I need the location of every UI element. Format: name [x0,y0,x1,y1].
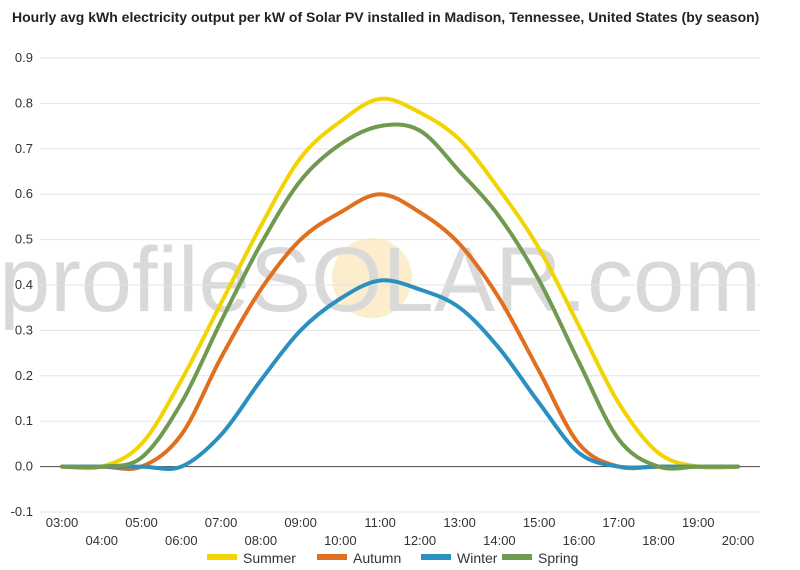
y-tick-label: 0.6 [15,186,33,201]
y-tick-label: 0.7 [15,141,33,156]
legend-swatch-spring [502,554,532,560]
legend-swatch-winter [421,554,451,560]
x-tick-label: 09:00 [284,515,317,530]
x-tick-label: 13:00 [443,515,476,530]
y-tick-label: 0.3 [15,322,33,337]
x-tick-label: 20:00 [722,533,755,548]
y-tick-label: 0.2 [15,368,33,383]
series-lines [60,96,740,471]
legend-label: Spring [538,550,578,566]
y-tick-label: 0.1 [15,413,33,428]
x-axis: 03:00 04:00 05:00 06:00 07:00 08:00 09:00 10:00… [46,515,755,548]
grid [40,57,760,513]
x-tick-label: 08:00 [245,533,278,548]
series-line-spring [60,122,740,471]
chart-title: Hourly avg kWh electricity output per kW… [12,9,760,25]
x-tick-label: 18:00 [642,533,675,548]
x-tick-label: 05:00 [125,515,158,530]
y-tick-label: 0.5 [15,232,33,247]
x-tick-label: 16:00 [563,533,596,548]
watermark-sun-icon [332,238,412,318]
legend-swatch-autumn [317,554,347,560]
x-tick-label: 04:00 [85,533,118,548]
x-tick-label: 15:00 [523,515,556,530]
x-tick-label: 12:00 [404,533,437,548]
x-tick-label: 14:00 [483,533,516,548]
y-tick-label: 0.8 [15,95,33,110]
x-tick-label: 10:00 [324,533,357,548]
x-tick-label: 11:00 [364,515,396,530]
y-tick-label: 0.9 [15,50,33,65]
series-line-winter [60,278,740,471]
legend-label: Autumn [353,550,401,566]
x-tick-label: 07:00 [205,515,238,530]
y-tick-label: 0.0 [15,459,33,474]
y-tick-label: -0.1 [11,504,33,519]
x-tick-label: 19:00 [682,515,715,530]
x-tick-label: 03:00 [46,515,79,530]
series-line-summer [60,96,740,471]
legend-swatch-summer [207,554,237,560]
legend-label: Winter [457,550,498,566]
legend-label: Summer [243,550,296,566]
x-tick-label: 06:00 [165,533,198,548]
y-axis: 0.9 0.8 0.7 0.6 0.5 0.4 0.3 0.2 0.1 0.0 -0.1 [11,50,33,519]
legend: Summer Autumn Winter Spring [207,550,578,566]
y-tick-label: 0.4 [15,277,33,292]
x-tick-label: 17:00 [602,515,635,530]
